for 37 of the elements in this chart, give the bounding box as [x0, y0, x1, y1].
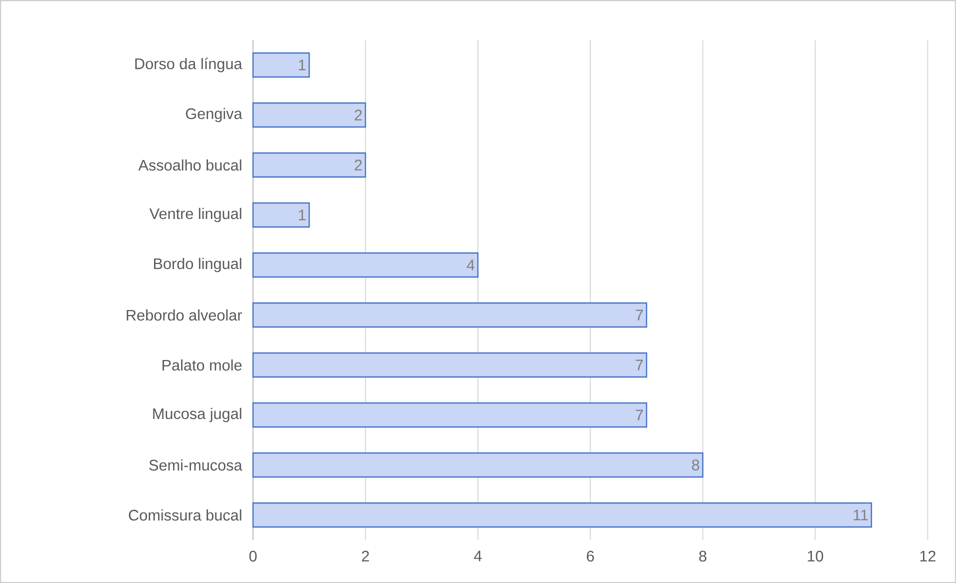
y-tick-label: Mucosa jugal: [153, 408, 242, 422]
data-label: 2: [354, 160, 362, 170]
x-tick-label: 10: [808, 550, 824, 562]
x-tick-label: 6: [586, 550, 594, 562]
y-tick-label: Assoalho bucal: [138, 159, 242, 171]
data-label: 4: [466, 260, 475, 270]
x-tick-label: 12: [920, 550, 936, 562]
y-tick-label: Ventre lingual: [149, 208, 242, 222]
x-tick-label: 0: [249, 550, 257, 562]
bar: [252, 502, 872, 528]
bar: [252, 252, 478, 278]
y-tick-label: Gengiva: [186, 108, 242, 122]
x-tick-label: 2: [362, 550, 369, 562]
x-tick-label: 4: [474, 550, 482, 562]
y-tick-label: Palato mole: [162, 359, 242, 371]
data-label: 1: [298, 210, 306, 220]
bar: [252, 402, 648, 428]
data-label: 7: [636, 360, 643, 370]
y-tick-label: Rebordo alveolar: [126, 309, 242, 321]
y-tick-label: Bordo lingual: [154, 258, 242, 272]
data-label: 8: [692, 460, 700, 470]
data-label: 7: [636, 310, 643, 320]
data-label: 2: [354, 110, 362, 120]
bar: [252, 302, 648, 328]
y-tick-label: Dorso da língua: [135, 58, 242, 72]
bar: [252, 102, 366, 128]
bar: [252, 152, 366, 178]
y-tick-label: Semi-mucosa: [149, 459, 242, 471]
bar: [252, 352, 648, 378]
bar: [252, 452, 704, 478]
bar: [252, 52, 310, 78]
y-tick-label: Comissura bucal: [128, 509, 242, 521]
bar: [252, 202, 310, 228]
x-tick-label: 8: [699, 550, 706, 562]
data-label: 11: [854, 510, 868, 520]
data-label: 1: [298, 60, 306, 70]
data-label: 7: [636, 410, 643, 420]
